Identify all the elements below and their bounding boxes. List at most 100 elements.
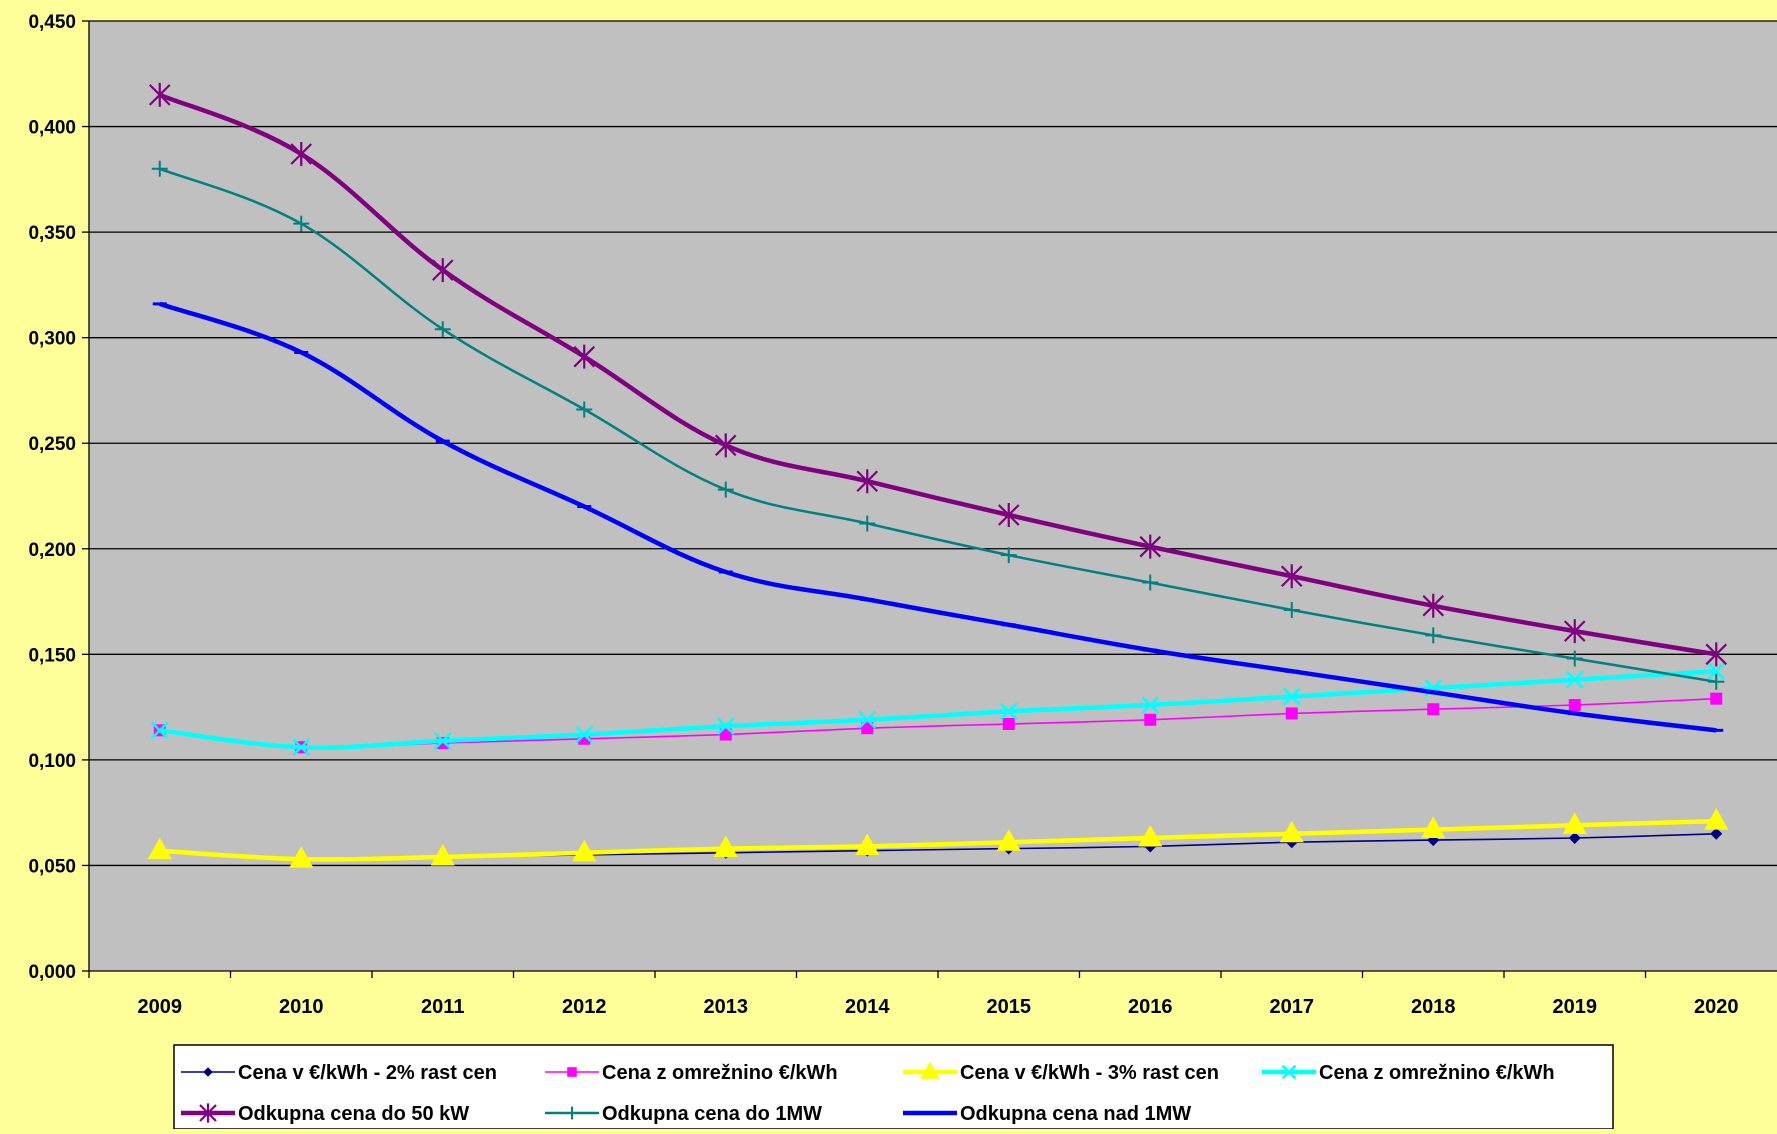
x-tick-label: 2012: [562, 996, 607, 1018]
series-line: [159, 668, 1717, 750]
data-point: [576, 401, 593, 418]
data-point: [920, 1061, 940, 1079]
data-point: [1280, 564, 1303, 589]
y-tick-label: 0,200: [28, 540, 76, 561]
y-tick-label: 0,400: [28, 118, 76, 139]
y-tick-label: 0,100: [28, 751, 76, 772]
x-tick-label: 2019: [1553, 996, 1598, 1018]
data-point: [1707, 662, 1726, 681]
data-point: [1141, 696, 1160, 714]
legend-item-3: Cena v €/kWh - 3% rast cen: [903, 1061, 1219, 1084]
data-point: [1000, 547, 1017, 564]
y-tick-label: 0,450: [28, 12, 76, 33]
x-tick-label: 2009: [138, 996, 183, 1018]
legend-label: Odkupna cena nad 1MW: [960, 1103, 1191, 1125]
data-point: [1562, 812, 1587, 834]
data-point: [199, 1103, 217, 1123]
data-point: [1563, 619, 1586, 644]
data-point: [1710, 692, 1723, 705]
legend-label: Cena z omrežnino €/kWh: [602, 1062, 838, 1084]
series-3: [147, 808, 1729, 868]
data-point: [1704, 808, 1729, 830]
y-tick-label: 0,350: [28, 223, 76, 244]
x-tick-label: 2011: [421, 996, 464, 1018]
data-point: [997, 503, 1020, 527]
legend-item-7: Odkupna cena nad 1MW: [903, 1103, 1191, 1125]
data-point: [1568, 699, 1581, 711]
x-tick-label: 2020: [1694, 996, 1739, 1018]
data-point: [1139, 534, 1162, 559]
x-tick-label: 2017: [1270, 996, 1315, 1018]
data-point: [572, 839, 597, 862]
data-point: [430, 844, 455, 866]
data-point: [719, 728, 732, 741]
y-tick-label: 0,250: [28, 434, 76, 455]
data-point: [148, 82, 171, 107]
data-point: [861, 722, 874, 735]
y-tick-label: 0,150: [28, 645, 76, 666]
legend-label: Cena z omrežnino €/kWh: [1319, 1062, 1555, 1084]
data-point: [1285, 707, 1298, 720]
x-tick-label: 2013: [704, 996, 749, 1018]
data-point: [1281, 1064, 1297, 1080]
data-point: [433, 732, 452, 750]
data-point: [1710, 827, 1723, 840]
data-point: [575, 725, 594, 744]
data-point: [290, 142, 313, 166]
legend-item-2: Cena z omrežnino €/kWh: [545, 1062, 838, 1084]
gridlines: [89, 20, 1777, 867]
x-tick-label: 2014: [845, 996, 890, 1018]
y-tick-label: 0,300: [28, 329, 76, 350]
legend-label: Cena v €/kWh - 2% rast cen: [238, 1062, 497, 1084]
data-point: [1708, 673, 1725, 690]
data-point: [1427, 703, 1440, 716]
data-point: [1144, 713, 1157, 726]
data-point: [292, 738, 311, 757]
data-point: [150, 721, 169, 740]
data-point: [716, 717, 735, 735]
data-point: [717, 481, 734, 498]
legend-label: Cena v €/kWh - 3% rast cen: [960, 1062, 1219, 1084]
data-point: [999, 702, 1018, 721]
data-point: [1002, 718, 1015, 730]
data-point: [1282, 687, 1301, 706]
data-point: [431, 258, 454, 283]
series-6: [151, 160, 1725, 690]
data-point: [147, 837, 172, 860]
x-tick-label: 2018: [1411, 996, 1456, 1018]
data-point: [855, 833, 880, 855]
data-point: [856, 469, 879, 494]
y-tick-label: 0,050: [28, 856, 76, 877]
legend-box: [173, 1044, 1614, 1130]
data-point: [1279, 820, 1304, 843]
data-point: [714, 433, 737, 458]
series-7: [152, 301, 1724, 733]
data-point: [573, 344, 596, 369]
legend-item-4: Cena z omrežnino €/kWh: [1262, 1062, 1555, 1084]
data-point: [1138, 825, 1163, 847]
data-point: [1566, 650, 1583, 667]
legend-label: Odkupna cena do 50 kW: [238, 1103, 469, 1125]
data-point: [996, 829, 1021, 851]
legend-item-6: Odkupna cena do 1MW: [545, 1103, 822, 1125]
series-line: [159, 818, 1717, 862]
data-point: [859, 515, 876, 532]
data-point: [565, 1106, 579, 1120]
data-point: [1568, 832, 1581, 844]
data-point: [1705, 642, 1728, 667]
data-point: [567, 1067, 577, 1077]
series-5: [148, 82, 1728, 667]
data-point: [203, 1067, 213, 1077]
data-point: [858, 710, 877, 729]
y-tick-label: 0,000: [28, 962, 76, 983]
data-point: [1422, 593, 1445, 618]
axes: 0,000 0,050 0,100 0,150 0,200 0,250 0,300 0,350…: [28, 12, 1777, 1018]
x-tick-label: 2010: [279, 996, 324, 1018]
legend-label: Odkupna cena do 1MW: [602, 1103, 822, 1125]
data-point: [1142, 574, 1159, 591]
legend: Cena v €/kWh - 2% rast cen Cena z omrežni…: [173, 1044, 1614, 1130]
legend-item-1: Cena v €/kWh - 2% rast cen: [181, 1062, 497, 1084]
legend-item-5: Odkupna cena do 50 kW: [181, 1103, 469, 1125]
